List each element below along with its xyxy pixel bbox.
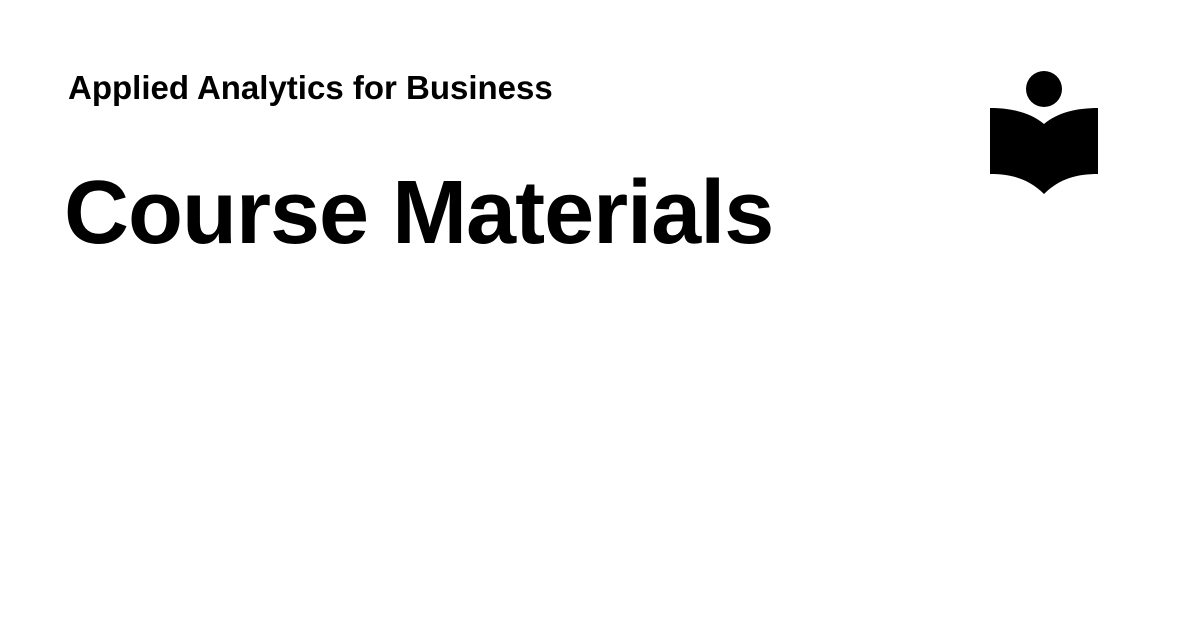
logo-svg [990,71,1098,194]
page-title: Course Materials [64,163,774,263]
reader-book-icon [988,70,1100,198]
course-title: Applied Analytics for Business [68,69,553,106]
